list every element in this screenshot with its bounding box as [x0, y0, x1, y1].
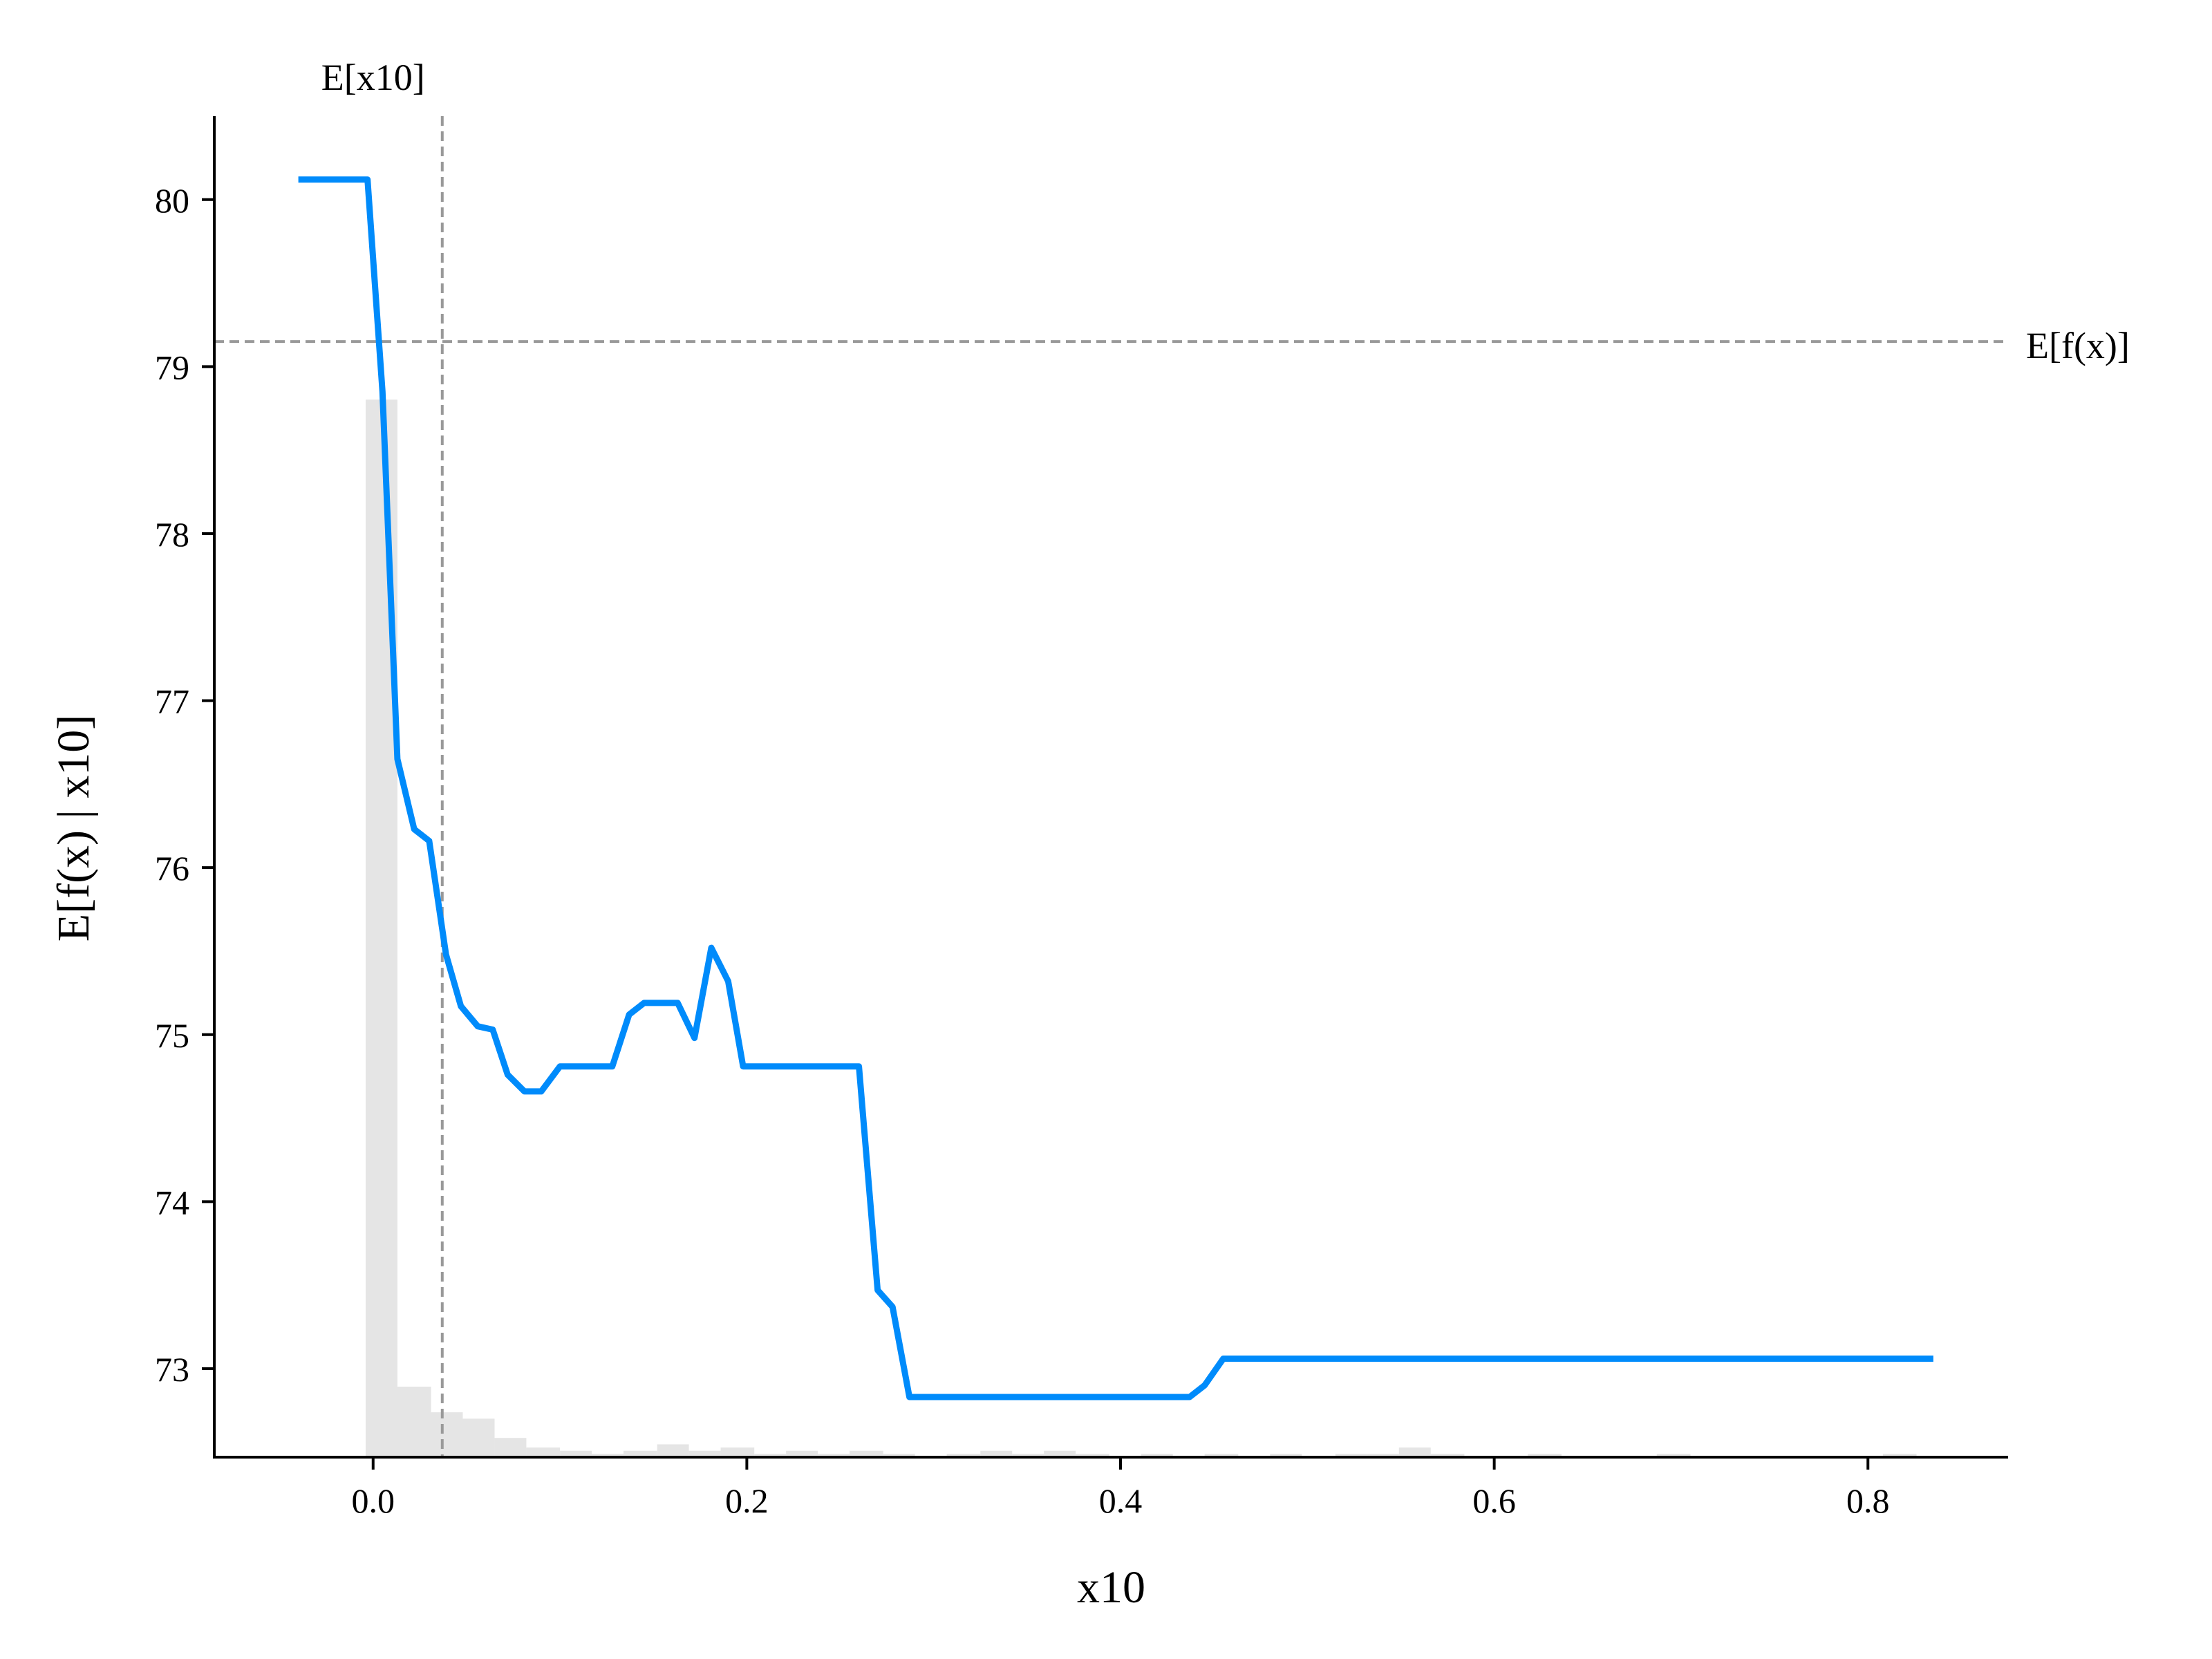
histogram-bar — [1141, 1454, 1173, 1457]
y-tick-label: 74 — [155, 1183, 189, 1221]
histogram-bar — [657, 1444, 689, 1457]
histogram-bar — [1270, 1454, 1302, 1457]
y-tick-label: 78 — [155, 515, 189, 554]
histogram-bar — [818, 1454, 850, 1457]
mean-feature-label: E[x10] — [321, 57, 425, 98]
histogram-bar — [397, 1387, 431, 1457]
histogram-bar — [365, 400, 397, 1457]
series-line — [298, 176, 1933, 1400]
histogram-bar — [462, 1418, 495, 1457]
y-tick-label: 79 — [155, 348, 189, 386]
histogram-bar — [526, 1447, 561, 1457]
x-axis-label: x10 — [1077, 1562, 1145, 1613]
histogram-bar — [494, 1438, 527, 1457]
y-tick-label: 75 — [155, 1016, 189, 1055]
histogram-bar — [1430, 1454, 1465, 1457]
histogram — [365, 400, 1917, 1457]
histogram-bar — [623, 1450, 657, 1457]
y-tick-label: 77 — [155, 682, 189, 721]
histogram-bar — [883, 1454, 915, 1457]
histogram-bar — [688, 1450, 721, 1457]
y-ticks: 73 74 75 76 77 78 79 80 — [155, 181, 214, 1389]
y-tick-label: 80 — [155, 181, 189, 220]
reference-lines: E[f(x)] E[x10] — [214, 57, 2130, 1457]
histogram-bar — [754, 1454, 787, 1457]
x-tick-label: 0.0 — [352, 1481, 395, 1520]
histogram-bar — [1012, 1454, 1044, 1457]
histogram-bar — [1044, 1450, 1076, 1457]
histogram-bar — [980, 1450, 1013, 1457]
axes — [213, 116, 2008, 1459]
x-tick-label: 0.2 — [725, 1481, 769, 1520]
y-axis-label: E[f(x) | x10] — [48, 715, 99, 941]
y-tick-label: 73 — [155, 1350, 189, 1389]
histogram-bar — [1367, 1454, 1399, 1457]
histogram-bar — [850, 1450, 883, 1457]
series — [298, 176, 1933, 1400]
y-tick-label: 76 — [155, 849, 189, 888]
histogram-bar — [1204, 1454, 1239, 1457]
histogram-bar — [1528, 1454, 1562, 1457]
histogram-bar — [431, 1412, 463, 1457]
x-tick-label: 0.4 — [1099, 1481, 1143, 1520]
x-tick-label: 0.6 — [1472, 1481, 1516, 1520]
histogram-bar — [592, 1454, 624, 1457]
histogram-bar — [720, 1447, 755, 1457]
histogram-bar — [1656, 1454, 1691, 1457]
histogram-bar — [1398, 1447, 1431, 1457]
mean-prediction-label: E[f(x)] — [2026, 325, 2130, 366]
histogram-bar — [560, 1450, 592, 1457]
histogram-bar — [1335, 1454, 1367, 1457]
x-ticks: 0.0 0.2 0.4 0.6 0.8 — [352, 1457, 1890, 1520]
histogram-bar — [1076, 1454, 1109, 1457]
x-tick-label: 0.8 — [1846, 1481, 1890, 1520]
histogram-bar — [946, 1454, 981, 1457]
histogram-bar — [786, 1450, 818, 1457]
histogram-bar — [1882, 1454, 1917, 1457]
